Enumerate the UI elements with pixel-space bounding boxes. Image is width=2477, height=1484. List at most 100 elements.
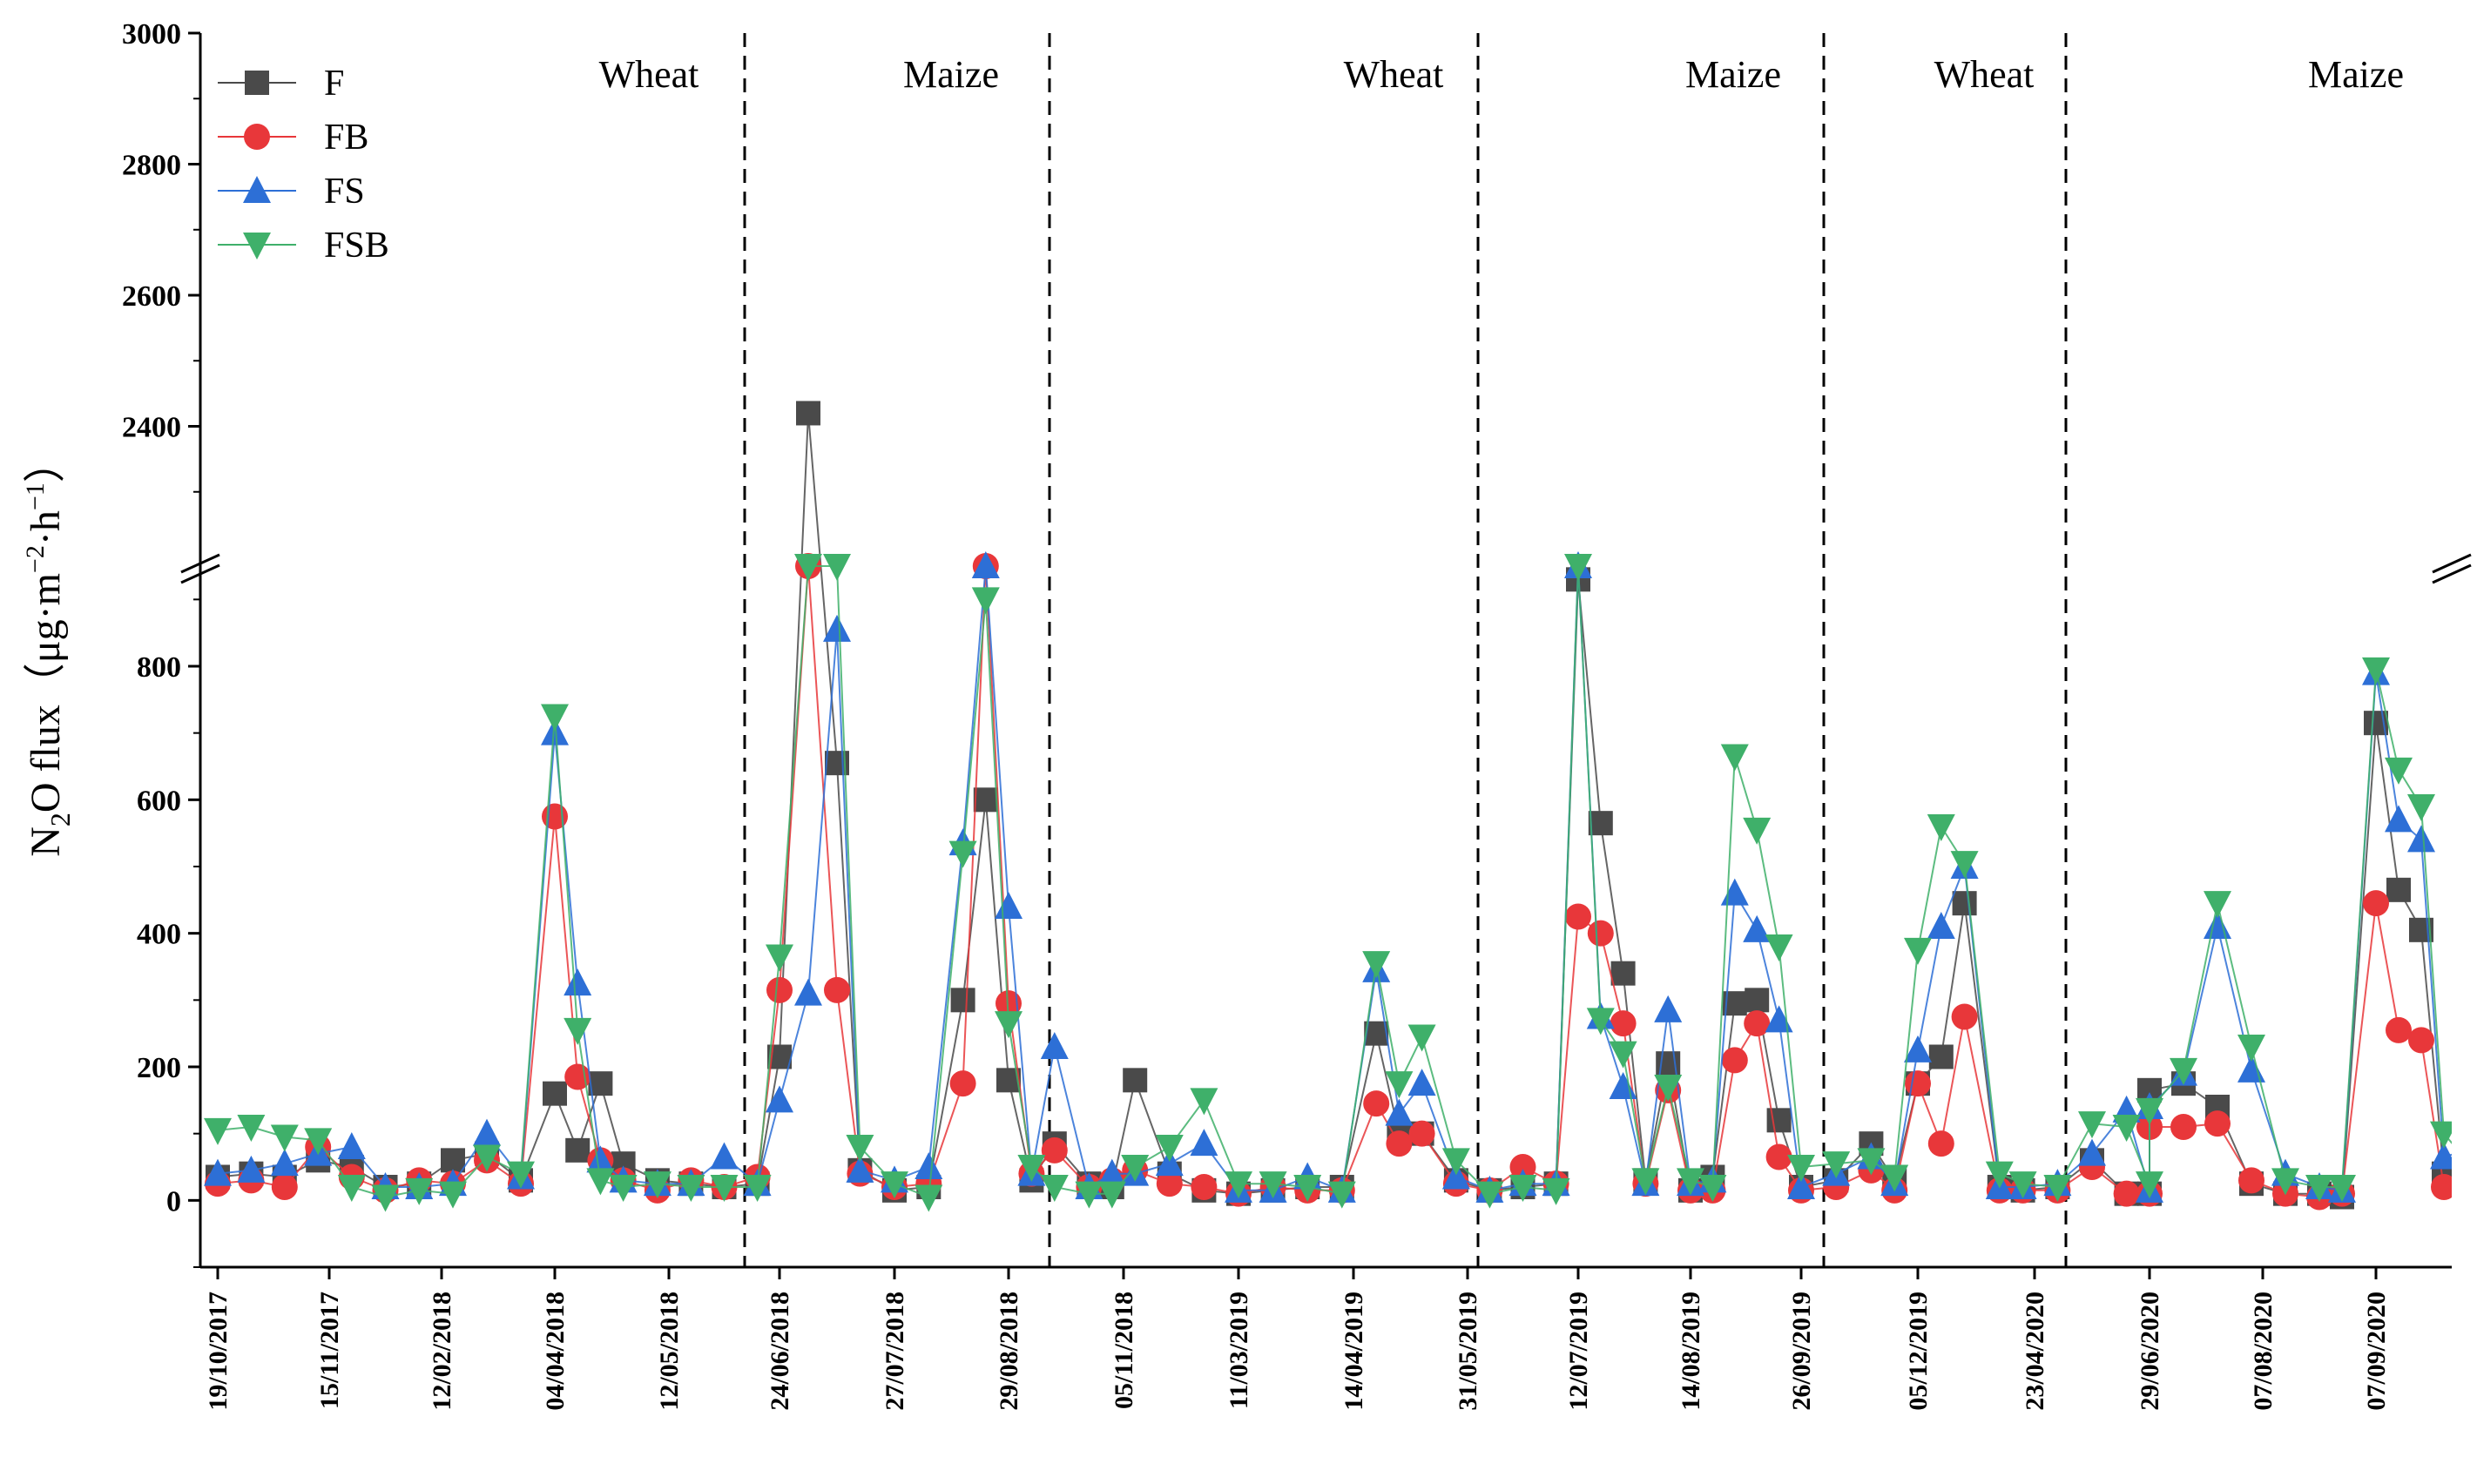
data-point-FS — [1385, 1098, 1414, 1126]
data-point-FSB — [743, 1175, 772, 1202]
data-point-FB — [2408, 1027, 2434, 1054]
data-point-FSB — [1927, 814, 1955, 841]
legend-marker-FSB — [243, 233, 271, 260]
data-point-FB — [766, 976, 793, 1003]
data-point-FSB — [1698, 1175, 1727, 1202]
data-point-FB — [2204, 1110, 2231, 1137]
data-point-FSB — [1225, 1171, 1252, 1199]
data-point-FSB — [1950, 851, 1979, 879]
data-point-FSB — [1765, 934, 1793, 961]
data-point-FS — [1743, 914, 1772, 942]
data-point-FSB — [823, 554, 851, 581]
data-point-FB — [2431, 1174, 2452, 1200]
data-point-FS — [995, 892, 1023, 919]
data-point-FSB — [2136, 1171, 2163, 1199]
data-point-FB — [271, 1174, 298, 1200]
data-point-FB — [996, 990, 1022, 1017]
ylabel-paren-close: ） — [23, 441, 69, 482]
legend-label-FS: FS — [324, 172, 365, 212]
data-point-FSB — [1654, 1075, 1683, 1102]
x-tick-label-14: 26/09/2019 — [1787, 1292, 1816, 1411]
data-point-FSB — [710, 1175, 739, 1202]
x-tick-label-8: 05/11/2018 — [1110, 1292, 1138, 1409]
data-point-FB — [1927, 1130, 1954, 1157]
data-point-FSB — [1121, 1155, 1150, 1182]
data-point-FS — [1654, 995, 1683, 1022]
ylabel-sub-2: 2 — [44, 813, 76, 826]
data-point-FSB — [2385, 757, 2413, 785]
data-point-FB — [2238, 1167, 2264, 1194]
data-point-FB — [1386, 1130, 1413, 1157]
data-point-FS — [915, 1152, 943, 1179]
data-point-FB — [1905, 1070, 1931, 1097]
data-point-FB — [1156, 1170, 1183, 1197]
data-point-FSB — [1385, 1071, 1414, 1099]
ylabel-sup-1: −2 — [21, 545, 50, 573]
data-point-FSB — [1508, 1175, 1537, 1202]
data-point-FSB — [1097, 1181, 1126, 1209]
x-tick-label-2: 12/02/2018 — [428, 1292, 456, 1411]
data-point-F — [2386, 877, 2411, 902]
x-tick-label-7: 29/08/2018 — [995, 1292, 1023, 1411]
legend-marker-FB — [244, 124, 270, 150]
data-point-F — [1588, 811, 1613, 836]
x-tick-label-17: 29/06/2020 — [2136, 1292, 2164, 1411]
data-point-FB — [1509, 1154, 1536, 1180]
data-point-FSB — [304, 1128, 333, 1156]
data-point-FSB — [1441, 1148, 1470, 1176]
data-point-F — [950, 988, 975, 1013]
y-tick-label-2800: 2800 — [122, 150, 181, 182]
legend-label-FB: FB — [324, 118, 368, 158]
data-point-FSB — [2430, 1121, 2452, 1149]
data-point-FS — [237, 1155, 266, 1183]
x-tick-label-18: 07/08/2020 — [2249, 1292, 2278, 1411]
data-point-FSB — [2453, 1148, 2477, 1175]
data-point-FSB — [439, 1181, 467, 1209]
data-point-FSB — [2204, 891, 2231, 919]
x-tick-label-3: 04/04/2018 — [541, 1292, 570, 1411]
y-axis-label: N2O flux（μg·m−2·h−1） — [21, 441, 76, 857]
data-point-FB — [1721, 1047, 1748, 1074]
season-label-5: Maize — [2308, 53, 2404, 96]
y-axis-break-right — [2432, 553, 2472, 584]
data-point-FS — [204, 1158, 232, 1186]
y-tick-label-2600: 2600 — [122, 280, 181, 313]
data-point-FSB — [995, 1011, 1023, 1039]
data-point-FS — [710, 1142, 739, 1170]
x-tick-label-9: 11/03/2019 — [1225, 1292, 1253, 1409]
data-point-FB — [1565, 903, 1591, 930]
data-point-F — [796, 401, 820, 426]
data-point-FSB — [564, 1017, 592, 1045]
data-point-FB — [824, 976, 850, 1003]
season-label-2: Wheat — [1344, 53, 1444, 96]
data-point-FSB — [609, 1175, 638, 1202]
data-point-FS — [823, 614, 851, 642]
data-point-FSB — [948, 840, 977, 868]
data-point-FSB — [371, 1184, 400, 1212]
season-label-4: Wheat — [1934, 53, 2035, 96]
y-tick-label-800: 800 — [137, 651, 181, 684]
season-label-0: Wheat — [599, 53, 699, 96]
data-point-FS — [2430, 1142, 2452, 1170]
data-point-FS — [766, 1085, 793, 1113]
data-point-FS — [586, 1145, 615, 1173]
data-point-F — [1123, 1068, 1148, 1093]
ylabel-unit-b: ·h — [23, 510, 69, 545]
season-label-1: Maize — [903, 53, 999, 96]
data-point-FSB — [541, 704, 569, 732]
data-point-FSB — [766, 944, 793, 972]
data-point-FB — [1610, 1010, 1637, 1037]
data-point-FS — [2407, 825, 2435, 853]
y-tick-label-400: 400 — [137, 919, 181, 951]
legend-label-FSB: FSB — [324, 226, 389, 266]
y-axis-break-left — [180, 553, 220, 584]
ylabel-sup-2: −1 — [21, 482, 50, 510]
data-point-FS — [1407, 1069, 1436, 1096]
data-point-FSB — [270, 1124, 299, 1152]
data-point-FSB — [2170, 1057, 2197, 1085]
data-point-FB — [949, 1070, 976, 1097]
data-point-FS — [1190, 1129, 1218, 1157]
data-point-F — [1928, 1044, 1954, 1069]
